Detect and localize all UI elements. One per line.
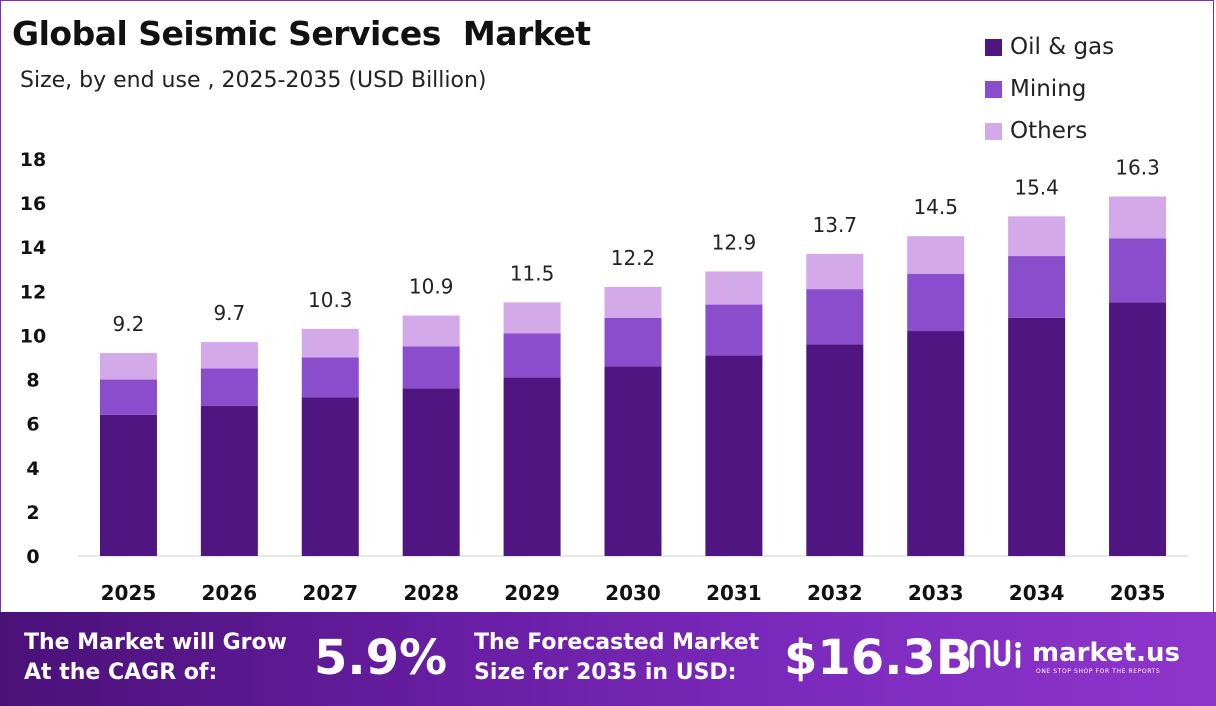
data-label-total-2035: 16.3 bbox=[1115, 155, 1160, 179]
x-tick-label-2035: 2035 bbox=[1110, 581, 1166, 605]
market-us-logo-icon bbox=[969, 639, 1021, 669]
brand-logo: market.us bbox=[968, 636, 1180, 670]
x-tick-label-2031: 2031 bbox=[706, 581, 762, 605]
forecast-label-line2: Size for 2035 in USD: bbox=[474, 660, 737, 685]
bar-segment-oil-gas-2034 bbox=[1008, 317, 1066, 556]
data-label-total-2028: 10.9 bbox=[409, 275, 454, 299]
bar-segment-others-2034 bbox=[1008, 216, 1066, 257]
bar-segment-others-2028 bbox=[402, 315, 460, 347]
data-label-total-2033: 14.5 bbox=[913, 195, 958, 219]
bar-segment-mining-2033 bbox=[907, 273, 965, 332]
bar-segment-others-2032 bbox=[806, 253, 864, 290]
x-tick-label-2026: 2026 bbox=[202, 581, 258, 605]
bar-segment-mining-2025 bbox=[99, 379, 157, 415]
bar-segment-mining-2031 bbox=[705, 304, 763, 356]
x-tick-label-2028: 2028 bbox=[403, 581, 459, 605]
forecast-label: The Forecasted Market Size for 2035 in U… bbox=[474, 628, 759, 688]
legend-item-mining: Mining bbox=[985, 68, 1114, 110]
cagr-value: 5.9% bbox=[314, 630, 448, 686]
y-tick-label: 16 bbox=[20, 193, 46, 215]
y-tick-label: 6 bbox=[26, 414, 39, 436]
x-tick-label-2033: 2033 bbox=[908, 581, 964, 605]
y-tick-label: 14 bbox=[20, 237, 46, 259]
brand-tagline: ONE STOP SHOP FOR THE REPORTS bbox=[1036, 668, 1161, 675]
legend-label-others: Others bbox=[1010, 118, 1088, 144]
bar-segment-mining-2027 bbox=[301, 357, 359, 398]
bar-segment-others-2029 bbox=[503, 302, 561, 334]
legend-swatch-mining bbox=[985, 80, 1002, 98]
legend-swatch-oil-gas bbox=[985, 38, 1002, 56]
x-tick-label-2025: 2025 bbox=[101, 581, 157, 605]
brand-name: market.us bbox=[1032, 638, 1180, 668]
y-tick-label: 0 bbox=[26, 546, 39, 568]
y-tick-label: 10 bbox=[20, 325, 46, 347]
bar-segment-mining-2030 bbox=[604, 317, 662, 367]
y-tick-label: 4 bbox=[26, 458, 39, 480]
data-label-total-2034: 15.4 bbox=[1014, 175, 1059, 199]
legend-swatch-others bbox=[985, 122, 1002, 140]
x-tick-label-2030: 2030 bbox=[605, 581, 661, 605]
bar-segment-others-2027 bbox=[301, 328, 359, 358]
data-label-total-2030: 12.2 bbox=[611, 246, 656, 270]
legend-item-others: Others bbox=[985, 110, 1114, 152]
x-tick-label-2029: 2029 bbox=[504, 581, 560, 605]
x-tick-label-2027: 2027 bbox=[302, 581, 358, 605]
stacked-bar-chart: 0 2 4 6 8 10 12 14 16 18 9.2 2025 9.7 2026 10.3 2027 10.… bbox=[20, 149, 1188, 605]
data-label-total-2029: 11.5 bbox=[510, 261, 555, 285]
bar-segment-oil-gas-2032 bbox=[806, 344, 864, 556]
forecast-value: $16.3B bbox=[784, 630, 973, 686]
bar-segment-mining-2028 bbox=[402, 346, 460, 389]
bar-segment-mining-2035 bbox=[1109, 238, 1167, 303]
bar-segment-mining-2026 bbox=[200, 368, 258, 407]
y-tick-label: 12 bbox=[20, 281, 46, 303]
legend-label-mining: Mining bbox=[1010, 76, 1087, 102]
bar-segment-others-2033 bbox=[907, 236, 965, 274]
cagr-label-line1: The Market will Grow bbox=[24, 630, 287, 655]
bar-segment-others-2031 bbox=[705, 271, 763, 305]
x-tick-label-2032: 2032 bbox=[807, 581, 863, 605]
bar-segment-others-2026 bbox=[200, 342, 258, 369]
data-label-total-2032: 13.7 bbox=[813, 213, 858, 237]
legend: Oil & gas Mining Others bbox=[985, 26, 1114, 152]
bar-segment-others-2025 bbox=[99, 353, 157, 380]
data-label-total-2031: 12.9 bbox=[712, 230, 757, 254]
bar-segment-oil-gas-2030 bbox=[604, 366, 662, 556]
chart-subtitle: Size, by end use , 2025-2035 (USD Billio… bbox=[20, 68, 487, 93]
bar-segment-oil-gas-2035 bbox=[1109, 302, 1167, 556]
bar-segment-mining-2029 bbox=[503, 333, 561, 378]
bar-segment-oil-gas-2033 bbox=[907, 331, 965, 556]
legend-item-oil-gas: Oil & gas bbox=[985, 26, 1114, 68]
data-label-total-2027: 10.3 bbox=[308, 288, 353, 312]
chart-title: Global Seismic Services Market bbox=[12, 14, 591, 53]
bar-segment-mining-2034 bbox=[1008, 256, 1066, 318]
cagr-label: The Market will Grow At the CAGR of: bbox=[24, 628, 287, 688]
cagr-label-line2: At the CAGR of: bbox=[24, 660, 218, 685]
bar-segment-oil-gas-2029 bbox=[503, 377, 561, 556]
data-label-total-2025: 9.2 bbox=[113, 312, 145, 336]
summary-banner: The Market will Grow At the CAGR of: 5.9… bbox=[0, 612, 1216, 706]
bar-segment-mining-2032 bbox=[806, 289, 864, 345]
forecast-label-line1: The Forecasted Market bbox=[474, 630, 760, 655]
bar-segment-oil-gas-2027 bbox=[301, 397, 359, 556]
bar-segment-oil-gas-2026 bbox=[200, 406, 258, 556]
legend-label-oil-gas: Oil & gas bbox=[1010, 34, 1115, 60]
bar-segment-oil-gas-2028 bbox=[402, 388, 460, 556]
bar-segment-others-2030 bbox=[604, 286, 662, 318]
bar-segment-others-2035 bbox=[1109, 196, 1167, 239]
y-tick-label: 2 bbox=[26, 502, 39, 524]
bar-segment-oil-gas-2031 bbox=[705, 355, 763, 556]
x-tick-label-2034: 2034 bbox=[1009, 581, 1065, 605]
data-label-total-2026: 9.7 bbox=[213, 301, 245, 325]
bar-segment-oil-gas-2025 bbox=[99, 414, 157, 556]
y-tick-label: 8 bbox=[26, 370, 39, 392]
y-tick-label: 18 bbox=[20, 149, 46, 171]
